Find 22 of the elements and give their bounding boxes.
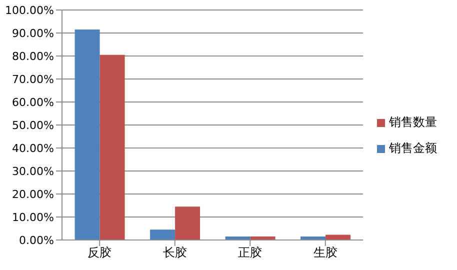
y-tick-label: 80.00% xyxy=(12,50,54,63)
y-tick-label: 0.00% xyxy=(19,234,54,247)
x-tick-label: 长胶 xyxy=(162,246,187,260)
x-tick-label: 生胶 xyxy=(313,246,338,260)
bar xyxy=(150,230,176,240)
x-tick-label: 反胶 xyxy=(88,246,112,260)
y-tick-label: 30.00% xyxy=(12,164,54,178)
bar xyxy=(326,234,351,240)
y-tick-label: 90.00% xyxy=(12,26,54,40)
y-tick-label: 20.00% xyxy=(12,188,54,201)
y-tick-label: 10.00% xyxy=(12,210,54,224)
y-tick-label: 60.00% xyxy=(12,96,54,109)
bar xyxy=(100,54,125,240)
y-tick-label: 70.00% xyxy=(12,72,54,86)
x-tick-label: 正胶 xyxy=(238,246,262,260)
y-tick-label: 50.00% xyxy=(12,118,54,132)
legend-label: 销售数量 xyxy=(389,115,437,129)
legend-label: 销售金额 xyxy=(389,141,437,155)
y-tick-label: 100.00% xyxy=(5,4,54,17)
bar xyxy=(74,30,100,240)
y-tick-label: 40.00% xyxy=(12,142,54,155)
bar xyxy=(175,206,200,240)
